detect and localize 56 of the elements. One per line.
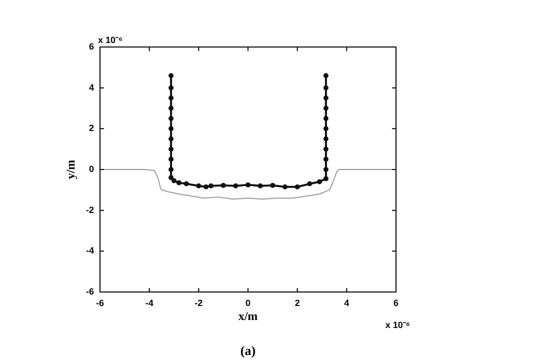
point bbox=[168, 156, 174, 162]
point bbox=[270, 182, 276, 188]
point bbox=[323, 126, 328, 132]
y-tick-label: 2 bbox=[88, 123, 94, 134]
y-axis-title: y/m bbox=[63, 160, 78, 180]
y-tick-label: 0 bbox=[88, 164, 94, 174]
y-tick-label: -2 bbox=[86, 204, 94, 215]
x-tick-label: 6 bbox=[393, 298, 399, 308]
point bbox=[168, 167, 174, 172]
point bbox=[323, 106, 328, 111]
point bbox=[323, 96, 328, 101]
text: (a) bbox=[240, 342, 256, 358]
y-tick-label: -6 bbox=[86, 286, 94, 296]
point bbox=[168, 136, 174, 142]
point bbox=[172, 178, 176, 184]
point bbox=[323, 146, 328, 152]
point bbox=[168, 85, 174, 90]
point bbox=[307, 181, 312, 186]
x-tick-label: 2 bbox=[294, 298, 300, 308]
point bbox=[294, 184, 300, 190]
y-tick-label: -4 bbox=[86, 246, 94, 256]
point bbox=[323, 85, 328, 90]
point bbox=[317, 179, 322, 184]
point bbox=[204, 184, 209, 190]
x-axis-title: x/m bbox=[238, 308, 258, 323]
point bbox=[323, 136, 328, 142]
point bbox=[196, 183, 202, 188]
point bbox=[246, 182, 250, 188]
text: x 10⁻⁶ bbox=[385, 320, 410, 330]
y-tick-label: 4 bbox=[88, 82, 94, 92]
point bbox=[168, 126, 174, 132]
point bbox=[168, 146, 174, 152]
point bbox=[168, 175, 174, 180]
point bbox=[323, 156, 328, 162]
x-tick-label: -6 bbox=[96, 298, 104, 308]
point bbox=[233, 183, 238, 188]
point bbox=[168, 73, 174, 78]
point bbox=[258, 183, 263, 188]
x-tick-label: 0 bbox=[245, 298, 251, 308]
point bbox=[282, 184, 288, 190]
point bbox=[208, 183, 214, 188]
point bbox=[323, 73, 328, 78]
x-tick-label: -2 bbox=[194, 298, 203, 308]
y-tick-label: 6 bbox=[88, 41, 94, 52]
point bbox=[323, 176, 328, 182]
text: x 10⁻⁶ bbox=[98, 34, 123, 45]
point bbox=[176, 180, 182, 186]
point bbox=[323, 116, 328, 121]
x-tick-label: 4 bbox=[344, 298, 350, 308]
point bbox=[168, 96, 174, 101]
point bbox=[323, 167, 328, 172]
x-tick-label: -4 bbox=[145, 298, 154, 308]
point bbox=[168, 106, 174, 111]
point bbox=[220, 182, 226, 188]
point bbox=[168, 116, 174, 121]
point bbox=[184, 181, 189, 186]
